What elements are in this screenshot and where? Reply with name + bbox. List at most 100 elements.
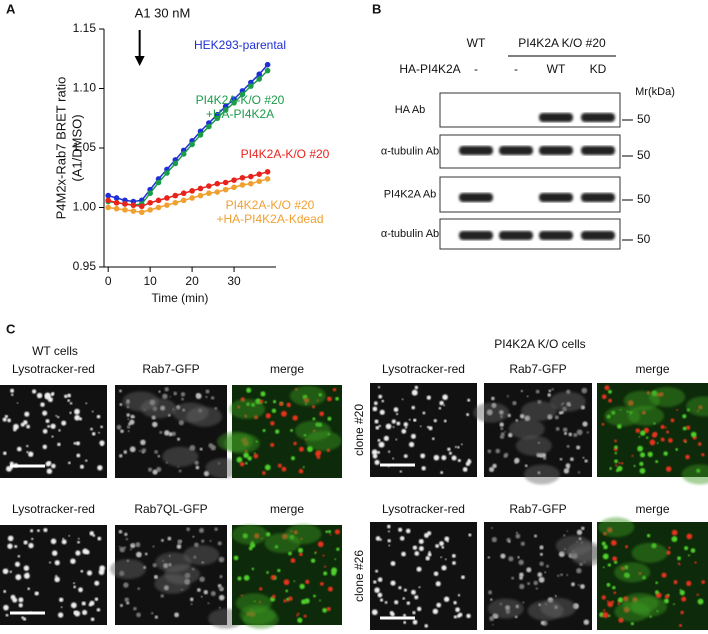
micrograph-spot [31, 389, 37, 394]
micrograph-spot [614, 445, 618, 449]
micrograph-spot [682, 414, 687, 419]
micrograph-spot [123, 582, 129, 588]
micrograph-spot [426, 425, 430, 429]
micrograph-spot [503, 454, 508, 458]
micrograph-spot [388, 450, 391, 453]
micrograph-spot [451, 553, 456, 558]
micrograph-spot [519, 575, 523, 580]
lane-label: WT [547, 62, 566, 76]
micrograph-spot [554, 595, 557, 598]
micrograph-spot [582, 456, 585, 459]
micrograph-spot [660, 437, 665, 442]
micrograph-spot [3, 590, 7, 593]
micrograph-spot [23, 565, 30, 571]
antibody-label: PI4K2A Ab [384, 188, 437, 200]
data-point [239, 174, 246, 181]
micrograph-spot [375, 536, 381, 541]
micrograph-spot [218, 556, 225, 563]
micrograph-spot [500, 427, 504, 431]
data-point [147, 199, 153, 206]
micrograph-spot [119, 389, 122, 393]
micrograph-spot [260, 391, 266, 397]
micrograph-spot [424, 624, 428, 628]
micrograph-spot [218, 594, 225, 601]
micrograph-spot [678, 624, 682, 628]
micrograph [0, 385, 107, 478]
micrograph-spot [660, 424, 665, 430]
micrograph-spot [12, 597, 18, 603]
micrograph-spot [73, 441, 77, 445]
micrograph-spot [77, 540, 80, 544]
micrograph-bg [0, 385, 107, 478]
micrograph-spot [444, 558, 447, 561]
micrograph-spot [387, 539, 391, 543]
micrograph-spot [492, 463, 497, 469]
micrograph-spot [467, 398, 471, 402]
data-point [214, 180, 221, 187]
micrograph-spot [448, 451, 452, 455]
micrograph-spot [161, 538, 164, 542]
micrograph-spot [128, 422, 132, 426]
micrograph-spot [85, 402, 88, 405]
micrograph-spot [317, 541, 324, 548]
micrograph-spot [54, 560, 60, 566]
micrograph-haze [549, 391, 586, 412]
marker-label: 50 [637, 112, 651, 126]
y-tick-label: 1.00 [73, 200, 97, 214]
micrograph-spot [152, 545, 155, 548]
micrograph-spot [393, 407, 399, 412]
micrograph-spot [27, 587, 30, 591]
micrograph-spot [526, 395, 529, 398]
micrograph-spot [372, 406, 378, 412]
micrograph-spot [264, 464, 271, 471]
micrograph-spot [331, 570, 337, 576]
micrograph-spot [296, 614, 299, 617]
micrograph-spot [374, 587, 380, 593]
micrograph-spot [286, 597, 290, 601]
micrograph-spot [74, 414, 80, 421]
data-point [147, 190, 153, 197]
micrograph-spot [44, 392, 51, 399]
annotation-arrowhead [134, 56, 145, 66]
data-point [180, 151, 187, 157]
micrograph-spot [70, 558, 76, 564]
data-point [155, 204, 162, 211]
micrograph-spot [540, 620, 545, 625]
micrograph-spot [100, 425, 103, 429]
micrograph-spot [10, 393, 14, 397]
micrograph-spot [327, 416, 332, 421]
micrograph-spot [195, 465, 200, 470]
micrograph-spot [62, 537, 65, 540]
data-point [256, 178, 263, 185]
micrograph-spot [581, 526, 585, 531]
micrograph-spot [2, 568, 9, 575]
micrograph-spot [677, 556, 682, 561]
micrograph-spot [26, 572, 29, 575]
micrograph-spot [680, 610, 684, 615]
micrograph-spot [57, 442, 61, 447]
micrograph-spot [61, 420, 67, 426]
micrograph-spot [514, 457, 520, 464]
micrograph-spot [562, 427, 568, 433]
micrograph-spot [685, 425, 691, 430]
micrograph-spot [433, 419, 437, 423]
micrograph-spot [535, 389, 540, 394]
micrograph-spot [427, 552, 432, 557]
micrograph-spot [433, 454, 440, 461]
micrograph-spot [586, 431, 589, 434]
micrograph-haze [555, 535, 592, 556]
micrograph-spot [495, 448, 501, 454]
micrograph-spot [90, 427, 93, 431]
micrograph-spot [245, 461, 248, 465]
micrograph-spot [7, 543, 13, 549]
micrograph-spot [566, 444, 570, 448]
micrograph-spot [253, 453, 259, 459]
data-point [138, 209, 145, 216]
micrograph-spot [137, 587, 141, 591]
micrograph-spot [451, 455, 457, 461]
y-tick-label: 1.10 [73, 81, 97, 95]
micrograph-spot [377, 592, 383, 598]
micrograph-spot [394, 600, 399, 605]
micrograph-spot [64, 394, 68, 399]
micrograph-spot [239, 461, 245, 467]
